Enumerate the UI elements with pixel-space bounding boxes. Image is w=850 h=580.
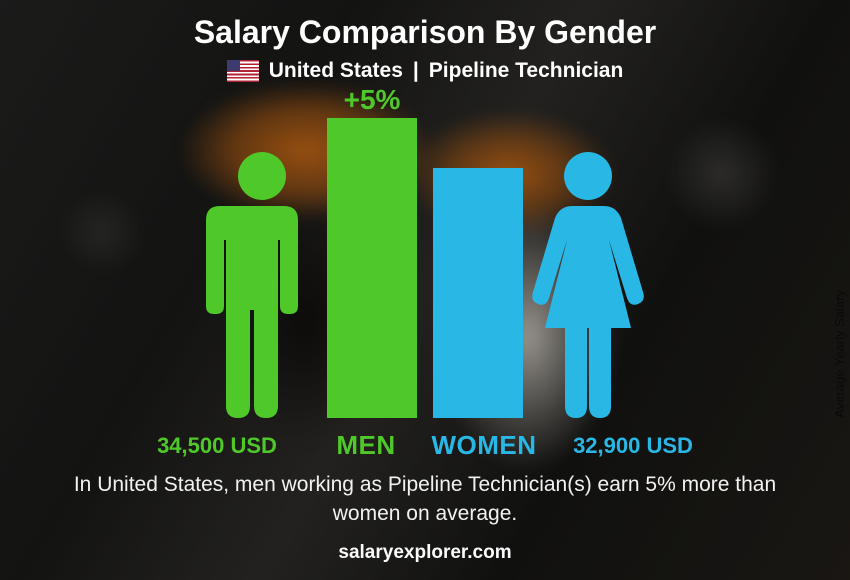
y-axis-label: Average Yearly Salary [833, 290, 848, 418]
footer-source: salaryexplorer.com [338, 542, 511, 564]
man-icon [202, 148, 322, 418]
women-label: WOMEN [425, 430, 543, 461]
women-bar-fill [433, 168, 523, 418]
subtitle-row: United States | Pipeline Technician [227, 59, 624, 83]
woman-icon [523, 148, 653, 418]
women-group [433, 148, 653, 418]
man-icon-slot [197, 148, 327, 418]
men-label: MEN [307, 430, 425, 461]
women-salary-value: 32,900 USD [543, 433, 723, 459]
summary-text: In United States, men working as Pipelin… [60, 471, 791, 528]
page-title: Salary Comparison By Gender [194, 14, 656, 51]
job-title-label: Pipeline Technician [429, 59, 624, 83]
woman-icon-slot [523, 148, 653, 418]
men-bar: +5% [327, 118, 417, 418]
women-bar [433, 168, 523, 418]
men-bar-fill [327, 118, 417, 418]
men-group: +5% [197, 118, 417, 418]
difference-label: +5% [344, 84, 401, 116]
infographic-content: Salary Comparison By Gender United State… [0, 0, 850, 580]
country-label: United States [269, 59, 403, 83]
labels-row: 34,500 USD MEN WOMEN 32,900 USD [0, 430, 850, 461]
chart-area: +5% [0, 83, 850, 428]
men-salary-value: 34,500 USD [127, 433, 307, 459]
us-flag-icon [227, 60, 259, 82]
separator: | [413, 59, 419, 83]
